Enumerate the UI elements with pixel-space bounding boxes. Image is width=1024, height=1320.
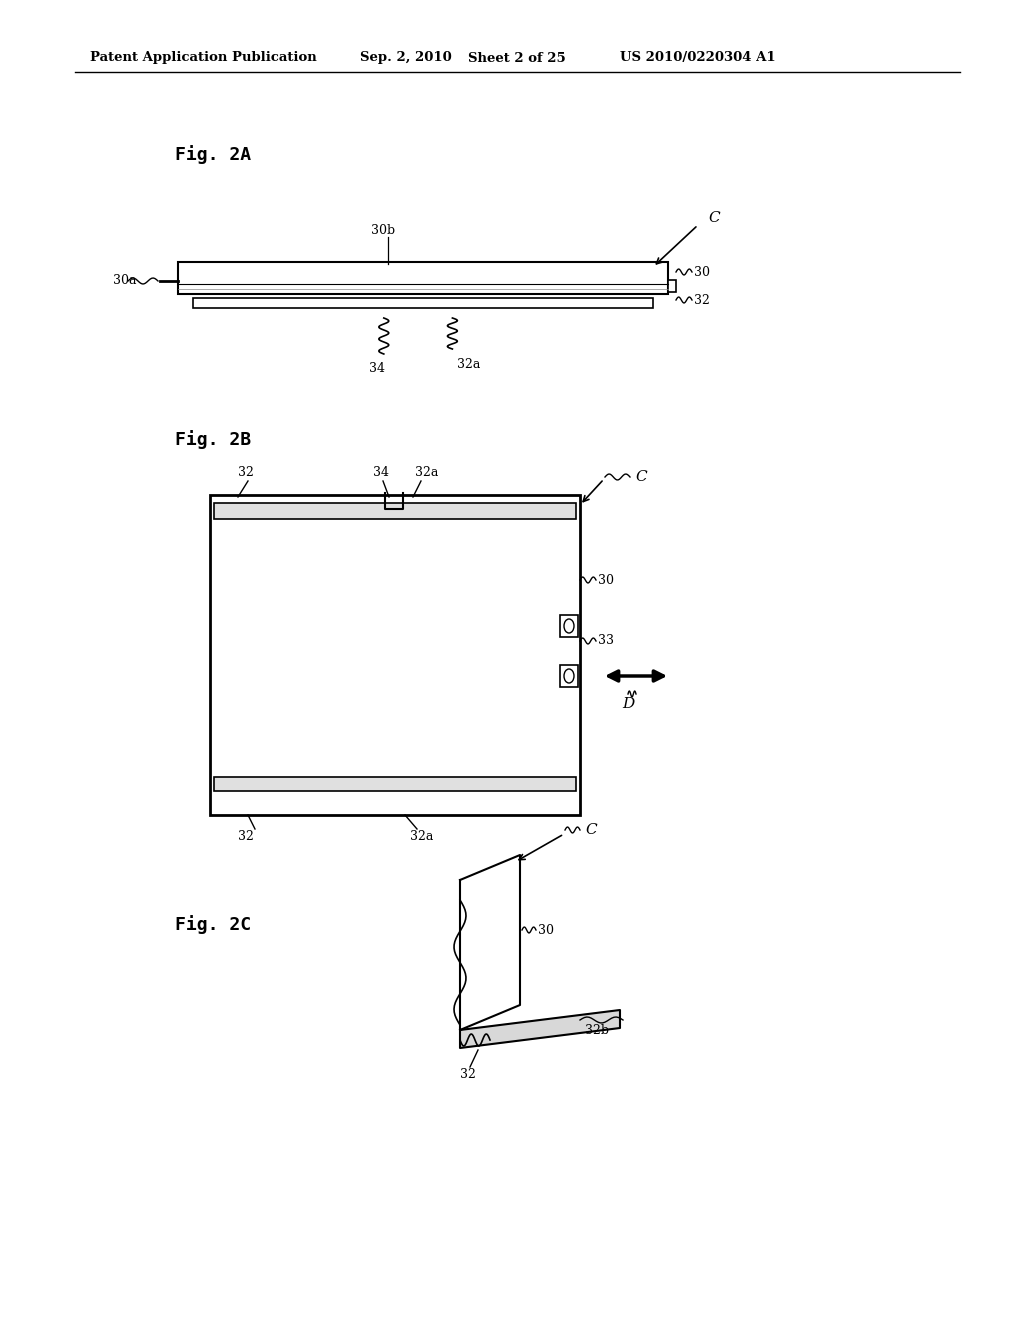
Text: Sheet 2 of 25: Sheet 2 of 25 [468,51,565,65]
Text: C: C [585,822,597,837]
Text: 30a: 30a [113,275,136,288]
Ellipse shape [564,619,574,634]
Text: D: D [622,697,634,711]
Text: Fig. 2C: Fig. 2C [175,916,251,935]
Bar [560,615,578,638]
Ellipse shape [564,669,574,682]
Text: 32a: 32a [410,830,433,843]
Text: US 2010/0220304 A1: US 2010/0220304 A1 [620,51,775,65]
Text: 32: 32 [460,1068,476,1081]
Bar [210,495,580,814]
Text: C: C [635,470,646,484]
Text: C: C [708,211,720,224]
Bar [560,665,578,686]
Text: 30: 30 [694,265,710,279]
Text: 32a: 32a [458,358,481,371]
Text: Patent Application Publication: Patent Application Publication [90,51,316,65]
Text: 33: 33 [598,635,614,648]
Text: Fig. 2B: Fig. 2B [175,430,251,450]
Text: 32: 32 [238,830,254,843]
Text: 32: 32 [238,466,254,479]
Text: 30b: 30b [371,223,395,236]
Text: Sep. 2, 2010: Sep. 2, 2010 [360,51,452,65]
Polygon shape [460,855,520,1030]
Text: 34: 34 [369,363,385,375]
Bar [193,298,653,308]
Polygon shape [460,1010,620,1048]
Bar [214,503,575,519]
Text: 30: 30 [598,573,614,586]
Bar [178,261,668,294]
Bar [668,280,676,292]
Text: 32b: 32b [585,1023,609,1036]
Text: 32: 32 [694,293,710,306]
Text: 32a: 32a [415,466,438,479]
Bar [214,777,575,791]
Text: 30: 30 [538,924,554,936]
Text: 34: 34 [373,466,389,479]
Text: Fig. 2A: Fig. 2A [175,145,251,165]
